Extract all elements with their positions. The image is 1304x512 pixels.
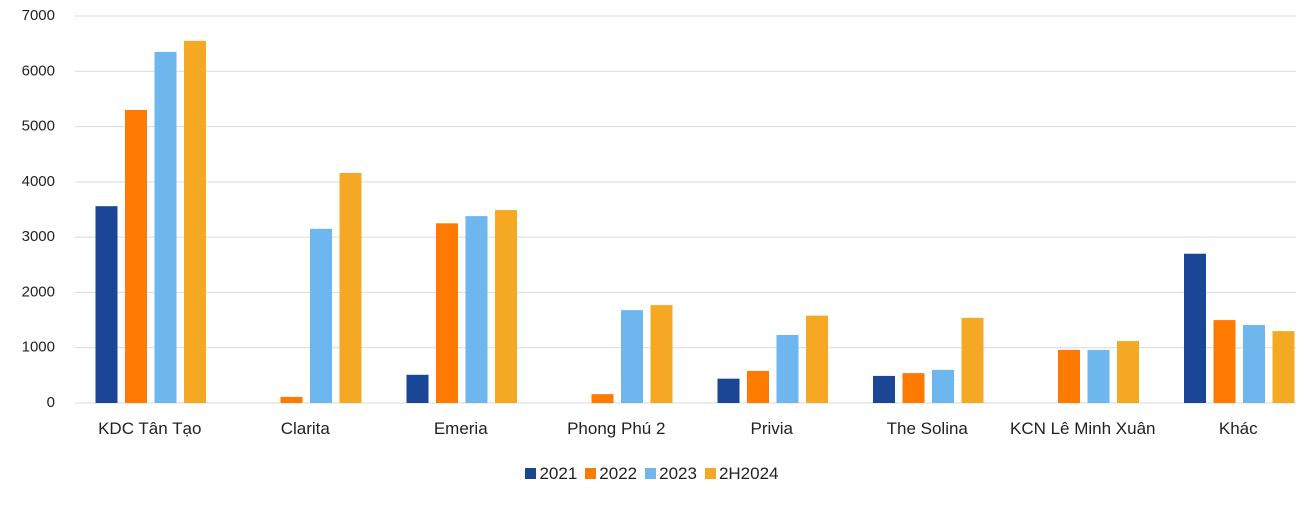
legend-item: 2021 — [525, 464, 577, 484]
bar — [95, 206, 118, 403]
x-tick-label: Phong Phú 2 — [567, 419, 666, 438]
bar — [125, 109, 147, 403]
bar — [1272, 331, 1295, 403]
x-tick-label: KCN Lê Minh Xuân — [1009, 419, 1156, 438]
bar — [339, 173, 362, 403]
bar — [776, 334, 799, 403]
legend: 2021 2022 2023 2H2024 — [0, 464, 1304, 484]
bar — [806, 315, 828, 403]
bar — [1117, 341, 1139, 403]
x-tick-label: KDC Tân Tạo — [98, 419, 202, 438]
legend-swatch — [645, 468, 657, 479]
y-tick-label: 5000 — [22, 118, 55, 135]
x-tick-label: The Solina — [886, 419, 968, 438]
legend-label: 2H2024 — [718, 464, 779, 483]
bar — [591, 394, 614, 403]
legend-item: 2023 — [645, 464, 697, 484]
bar — [436, 223, 458, 403]
bar — [1184, 253, 1206, 403]
bar — [961, 317, 984, 403]
x-tick-label: Khác — [1218, 419, 1258, 438]
legend-swatch — [704, 468, 716, 479]
x-tick-label: Emeria — [433, 419, 488, 438]
bar — [1087, 349, 1110, 403]
legend-swatch — [585, 468, 597, 479]
y-tick-label: 7000 — [22, 7, 55, 24]
legend-label: 2022 — [599, 464, 638, 483]
bar — [1213, 320, 1236, 403]
bar — [310, 228, 332, 403]
y-tick-label: 6000 — [22, 62, 55, 79]
bar — [184, 40, 206, 403]
legend-swatch — [525, 468, 537, 479]
y-tick-label: 4000 — [22, 173, 55, 190]
legend-label: 2021 — [539, 464, 578, 483]
x-tick-label: Clarita — [280, 419, 330, 438]
bar — [1243, 325, 1265, 403]
y-tick-label: 3000 — [22, 228, 55, 245]
bar — [154, 51, 177, 403]
bar — [621, 310, 643, 403]
bar — [717, 378, 740, 403]
y-tick-label: 0 — [47, 394, 55, 411]
y-tick-label: 2000 — [22, 283, 55, 300]
bar — [747, 370, 769, 403]
bar — [902, 373, 925, 403]
x-tick-label: Privia — [750, 419, 793, 438]
bar — [932, 369, 954, 403]
y-tick-label: 1000 — [22, 339, 55, 356]
bar — [1058, 349, 1080, 403]
bar — [873, 375, 895, 403]
bar — [406, 374, 429, 403]
legend-item: 2022 — [585, 464, 637, 484]
bar — [495, 210, 517, 403]
legend-label: 2023 — [659, 464, 697, 483]
bar — [465, 216, 488, 403]
bar — [650, 305, 673, 403]
legend-item: 2H2024 — [704, 464, 779, 484]
bar — [280, 396, 303, 403]
